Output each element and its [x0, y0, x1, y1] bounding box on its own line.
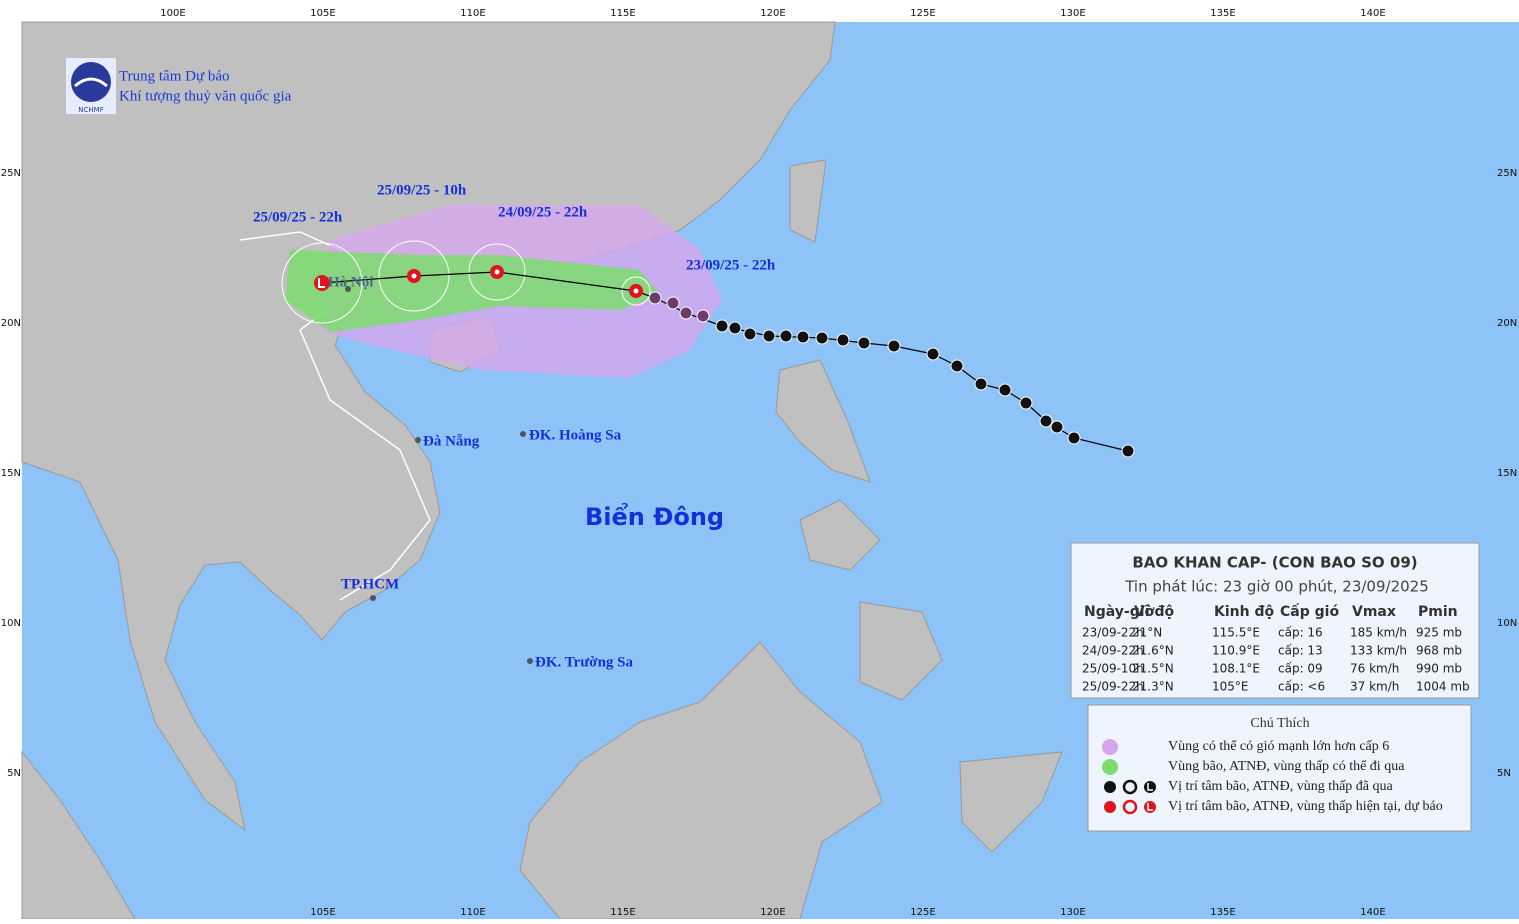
table-cell: 21.3°N — [1132, 680, 1174, 694]
table-cell: 76 km/h — [1350, 662, 1399, 676]
lat-label: 15N — [1, 468, 21, 479]
lon-label: 125E — [910, 8, 935, 19]
lon-label: 105E — [310, 907, 335, 918]
lat-label: 10N — [1, 618, 21, 629]
place-label: ĐK. Hoàng Sa — [529, 427, 622, 443]
legend-icons — [1102, 739, 1156, 815]
table-cell: 133 km/h — [1350, 644, 1407, 658]
table-cell: 990 mb — [1416, 662, 1462, 676]
place-dots — [345, 286, 533, 664]
lon-label: 115E — [610, 907, 635, 918]
place-label: Biển Đông — [585, 501, 724, 531]
forecast-label: 25/09/25 - 22h — [253, 209, 343, 225]
column-header: Vĩ độ — [1134, 604, 1175, 620]
table-cell: 185 km/h — [1350, 626, 1407, 640]
table-cell: 21°N — [1132, 626, 1162, 640]
column-header: Kinh độ — [1214, 604, 1274, 620]
column-header: Pmin — [1418, 604, 1458, 620]
storm-zone — [285, 250, 660, 332]
table-cell: 108.1°E — [1212, 662, 1260, 676]
lon-label: 120E — [760, 907, 785, 918]
place-label: Hà Nội — [328, 274, 373, 290]
lat-label: 5N — [1497, 768, 1511, 779]
forecast-label: 23/09/25 - 22h — [686, 257, 776, 273]
column-header: Cấp gió — [1280, 603, 1339, 620]
bulletin-title: BAO KHAN CAP- (CON BAO SO 09) — [1132, 554, 1417, 572]
lon-label: 140E — [1360, 8, 1385, 19]
lon-label: 135E — [1210, 8, 1235, 19]
lat-label: 10N — [1497, 618, 1517, 629]
lon-label: 120E — [760, 8, 785, 19]
lat-label: 25N — [1, 168, 21, 179]
legend-item: Vùng bão, ATNĐ, vùng thấp có thể đi qua — [1168, 759, 1405, 774]
table-cell: 105°E — [1212, 680, 1249, 694]
table-cell: cấp: 09 — [1278, 662, 1323, 676]
table-cell: cấp: 13 — [1278, 644, 1323, 658]
forecast-circles — [281, 240, 651, 324]
lon-label: 135E — [1210, 907, 1235, 918]
table-cell: 25/09-22h — [1082, 680, 1144, 694]
lon-label: 115E — [610, 8, 635, 19]
past-track — [648, 291, 1135, 458]
legend-item: Vị trí tâm bão, ATNĐ, vùng thấp đã qua — [1168, 779, 1394, 794]
legend-item: Vị trí tâm bão, ATNĐ, vùng thấp hiện tại… — [1168, 799, 1443, 814]
lon-label: 110E — [460, 8, 485, 19]
lon-label: 105E — [310, 8, 335, 19]
column-header: Ngày-giờ — [1084, 604, 1155, 620]
lon-label: 130E — [1060, 8, 1085, 19]
legend-title: Chú Thích — [1250, 716, 1309, 731]
lon-label: 125E — [910, 907, 935, 918]
logo-text: NCHMF — [78, 106, 103, 114]
bulletin-issued: Tin phát lúc: 23 giờ 00 phút, 23/09/2025 — [1124, 578, 1429, 596]
table-cell: 37 km/h — [1350, 680, 1399, 694]
place-label: Đà Nẵng — [423, 433, 480, 449]
org-name: Khí tượng thuỷ văn quốc gia — [119, 88, 292, 104]
lat-label: 25N — [1497, 168, 1517, 179]
lon-label: 110E — [460, 907, 485, 918]
place-label: TP.HCM — [341, 576, 399, 592]
table-cell: 21.6°N — [1132, 644, 1174, 658]
table-cell: 1004 mb — [1416, 680, 1470, 694]
table-cell: 968 mb — [1416, 644, 1462, 658]
bulletin-box — [1070, 542, 1480, 699]
lat-label: 5N — [7, 768, 21, 779]
lat-label: 15N — [1497, 468, 1517, 479]
lat-label: 20N — [1, 318, 21, 329]
lat-label: 20N — [1497, 318, 1517, 329]
lon-label: 100E — [160, 8, 185, 19]
table-cell: 115.5°E — [1212, 626, 1260, 640]
table-cell: 110.9°E — [1212, 644, 1260, 658]
table-cell: cấp: 16 — [1278, 626, 1323, 640]
place-label: ĐK. Trường Sa — [535, 654, 634, 670]
forecast-label: 24/09/25 - 22h — [498, 204, 588, 220]
legend-item: Vùng có thể có gió mạnh lớn hơn cấp 6 — [1168, 739, 1389, 754]
table-cell: cấp: <6 — [1278, 680, 1325, 694]
logo — [66, 58, 116, 114]
table-cell: 25/09-10h — [1082, 662, 1144, 676]
forecast-icons — [314, 265, 643, 298]
org-name: Trung tâm Dự báo — [119, 68, 230, 84]
table-cell: 23/09-22h — [1082, 626, 1144, 640]
table-cell: 925 mb — [1416, 626, 1462, 640]
table-cell: 24/09-22h — [1082, 644, 1144, 658]
lon-label: 130E — [1060, 907, 1085, 918]
lon-label: 140E — [1360, 907, 1385, 918]
table-cell: 21.5°N — [1132, 662, 1174, 676]
forecast-label: 25/09/25 - 10h — [377, 182, 467, 198]
column-header: Vmax — [1352, 604, 1396, 620]
